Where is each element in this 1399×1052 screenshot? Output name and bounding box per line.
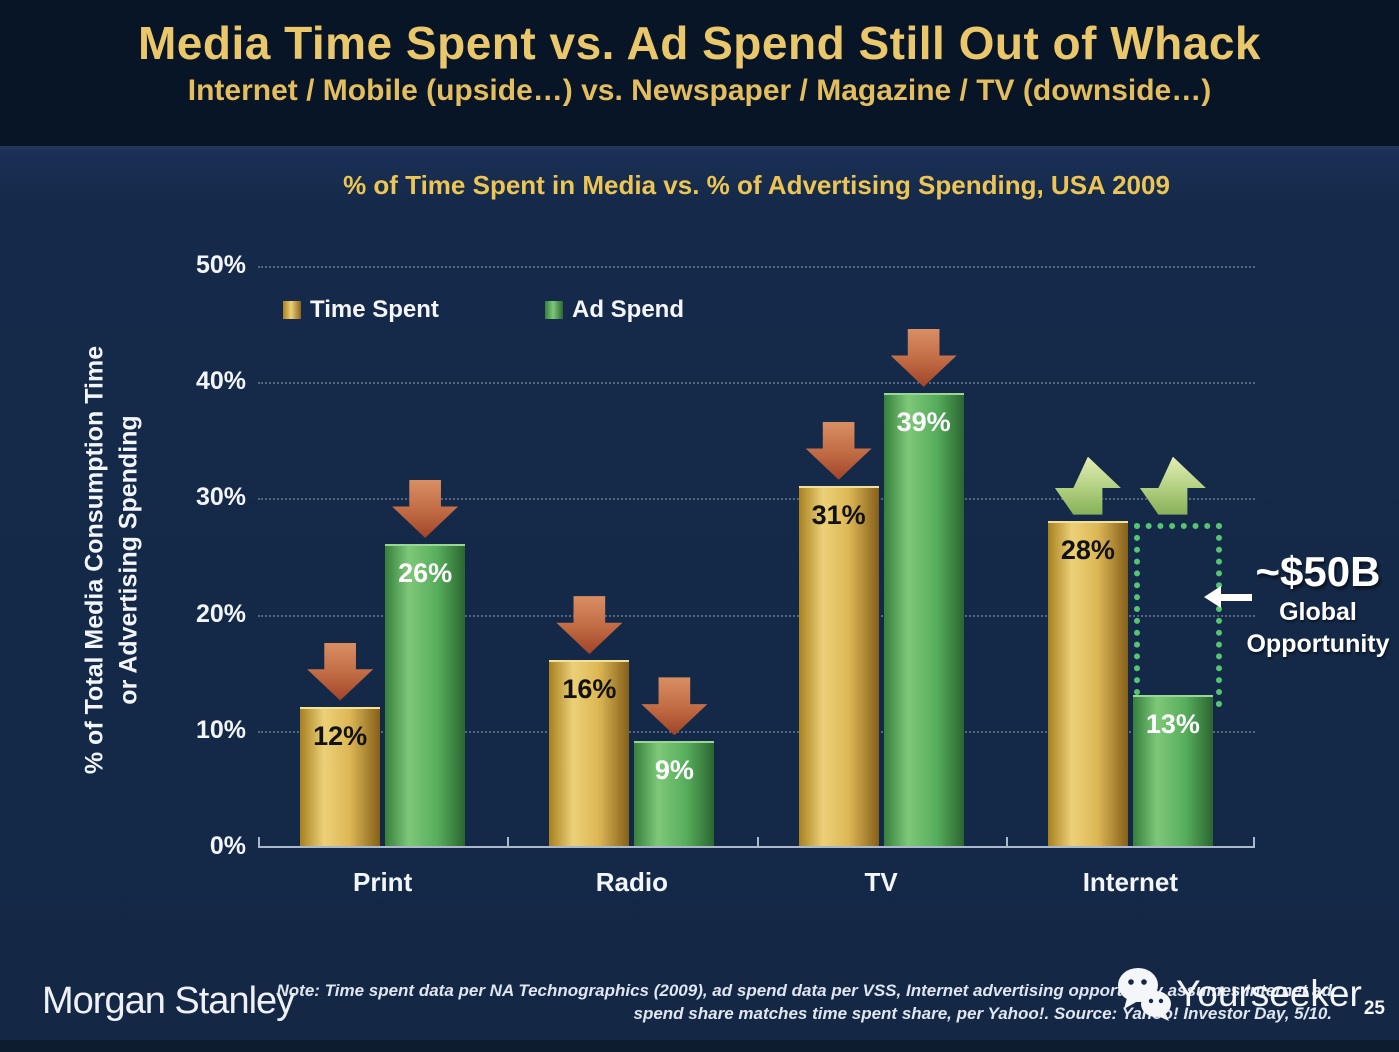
legend-item-ad-spend: Ad Spend: [545, 296, 684, 324]
plot-area: 0% 10% 20% 30% 40% 50% 12% 26% Print 16% 9% Radio 31…: [196, 251, 1255, 897]
left-arrow-icon: [1204, 586, 1252, 608]
title-band-separator: [0, 146, 1399, 150]
source-note-line1: Note: Time spent data per NA Technograph…: [276, 981, 1333, 1000]
down-arrow-icon: [641, 677, 708, 736]
bar-value-label: 31%: [811, 499, 866, 530]
y-axis-title-line1: % of Total Media Consumption Time: [80, 345, 109, 775]
bar-tv-ad-spend: [883, 392, 964, 846]
x-axis-tick: [1253, 837, 1255, 848]
x-axis-tick: [1005, 837, 1008, 848]
x-axis-tick: [507, 837, 510, 848]
left-arrow-head: [1204, 586, 1221, 608]
chart-background: [0, 150, 1399, 1040]
time-spent-swatch-icon: [283, 301, 301, 319]
morgan-stanley-logo: Morgan Stanley: [42, 980, 295, 1022]
gridline-50%: [258, 266, 1255, 268]
bar-value-label: 12%: [313, 720, 368, 751]
y-tick-label-10%: 10%: [195, 715, 246, 744]
watermark: Yourseeker: [1116, 966, 1362, 1022]
gridline-20%: [258, 614, 1255, 617]
bar-value-label: 26%: [398, 557, 453, 588]
up-arrow-icon: [1054, 456, 1121, 515]
category-label-print: Print: [353, 867, 413, 897]
bar-value-label: 28%: [1060, 534, 1115, 565]
category-label-tv: TV: [864, 867, 898, 897]
gridline-10%: [258, 730, 1255, 733]
page-title: Media Time Spent vs. Ad Spend Still Out …: [137, 17, 1262, 69]
category-label-internet: Internet: [1082, 867, 1179, 897]
chart-title: % of Time Spent in Media vs. % of Advert…: [343, 170, 1170, 200]
bar-radio-ad-spend: [634, 741, 715, 846]
wechat-icon: [1118, 968, 1171, 1021]
opportunity-label-line2: Opportunity: [1246, 630, 1390, 658]
category-label-radio: Radio: [595, 867, 668, 897]
down-arrow-icon: [392, 479, 459, 538]
y-tick-label-50%: 50%: [195, 251, 246, 279]
opportunity-value: ~$50B: [1255, 548, 1381, 595]
gridline-40%: [258, 382, 1255, 385]
y-tick-label-20%: 20%: [195, 599, 246, 628]
page-subtitle: Internet / Mobile (upside…) vs. Newspape…: [187, 74, 1212, 107]
title-band: [0, 0, 1399, 146]
y-axis-title-line2: or Advertising Spending: [114, 415, 142, 705]
opportunity-label-line1: Global: [1279, 598, 1357, 626]
legend-label-ad-spend: Ad Spend: [572, 296, 684, 323]
bar-value-label: 39%: [896, 406, 951, 437]
gridline-30%: [258, 498, 1255, 501]
y-tick-label-40%: 40%: [195, 367, 246, 396]
down-arrow-icon: [805, 421, 872, 480]
bar-value-label: 16%: [562, 674, 617, 705]
x-axis-tick: [756, 837, 759, 848]
x-axis-tick: [258, 837, 260, 848]
legend-label-time-spent: Time Spent: [310, 296, 439, 323]
bar-value-label: 9%: [654, 755, 694, 786]
y-tick-label-0%: 0%: [209, 832, 246, 860]
bar-tv-time-spent: [798, 485, 879, 846]
y-tick-label-30%: 30%: [195, 483, 246, 512]
up-arrow-icon: [1139, 456, 1206, 515]
bar-internet-ad-spend: [1132, 694, 1213, 846]
ad-spend-swatch-icon: [545, 301, 563, 319]
bar-radio-time-spent: [549, 660, 630, 846]
watermark-text: Yourseeker: [1176, 973, 1362, 1014]
left-arrow-shaft: [1217, 594, 1252, 601]
bar-internet-time-spent: [1047, 520, 1128, 846]
bar-value-label: 13%: [1145, 708, 1200, 739]
bar-print-time-spent: [300, 706, 381, 846]
page-number: 25: [1363, 998, 1385, 1019]
down-arrow-icon: [890, 328, 957, 387]
bar-print-ad-spend: [385, 543, 466, 846]
down-arrow-icon: [307, 642, 374, 701]
bottom-strip: [0, 1040, 1399, 1052]
y-axis-title: % of Total Media Consumption Time or Adv…: [78, 346, 146, 774]
legend-item-time-spent: Time Spent: [283, 296, 439, 324]
down-arrow-icon: [556, 596, 623, 655]
